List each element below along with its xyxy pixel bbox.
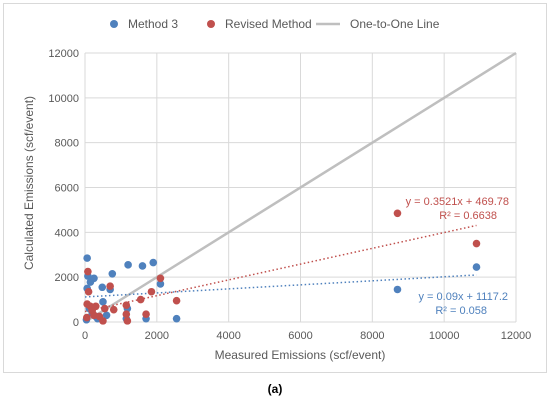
- method3-point: [83, 254, 91, 262]
- revised-method-point: [99, 317, 107, 325]
- revised-method-point: [136, 295, 145, 304]
- revised-method-point: [156, 274, 165, 283]
- x-axis-title: Measured Emissions (scf/event): [215, 348, 386, 362]
- method3-point: [99, 298, 107, 306]
- revised-method-point: [122, 310, 131, 318]
- method3-point: [108, 270, 117, 278]
- x-tick-label: 0: [82, 330, 88, 342]
- y-tick-label: 10000: [48, 93, 79, 105]
- revised-method-point: [106, 282, 114, 290]
- figure-caption: (a): [267, 382, 283, 396]
- revised-method-point: [123, 317, 132, 325]
- revised-method-point: [109, 305, 118, 314]
- data-points: [82, 209, 481, 325]
- method3-point: [149, 258, 158, 267]
- legend-method3-label: Method 3: [128, 17, 178, 31]
- y-tick-label: 8000: [55, 138, 79, 150]
- y-tick-label: 6000: [55, 183, 79, 195]
- revised-trend-r2: R² = 0.6638: [439, 210, 497, 222]
- legend: Method 3 Revised Method One-to-One Line: [110, 17, 440, 31]
- revised-method-point: [172, 296, 181, 305]
- method3-point: [156, 280, 165, 288]
- x-tick-label: 12000: [501, 330, 532, 342]
- revised-method-point: [82, 313, 91, 322]
- method3-point: [102, 311, 111, 320]
- tick-labels: 0 2000 4000 6000 8000 10000 12000 0 2000 4000 6000…: [48, 48, 531, 342]
- method3-point: [124, 261, 132, 269]
- legend-revised-method-swatch: [207, 20, 215, 28]
- revised-method-point: [84, 287, 93, 296]
- revised-method-point: [393, 209, 402, 218]
- y-tick-label: 0: [73, 317, 79, 329]
- legend-method3-swatch: [110, 20, 118, 28]
- method3-point: [472, 263, 481, 271]
- chart-frame: 0 2000 4000 6000 8000 10000 12000 0 2000 4000 6000…: [3, 3, 547, 373]
- y-tick-label: 12000: [48, 48, 79, 60]
- y-tick-label: 4000: [55, 227, 79, 239]
- revised-method-point: [472, 239, 481, 248]
- revised-method-point: [142, 310, 150, 318]
- method3-point: [98, 283, 107, 292]
- revised-method-point: [91, 302, 100, 311]
- y-tick-label: 2000: [55, 272, 79, 284]
- legend-revised-method-label: Revised Method: [225, 17, 312, 31]
- revised-trend-equation: y = 0.3521x + 469.78: [406, 196, 509, 208]
- revised-method-point: [100, 304, 109, 313]
- legend-one-to-one-label: One-to-One Line: [350, 17, 440, 31]
- emissions-scatter-chart: 0 2000 4000 6000 8000 10000 12000 0 2000 4000 6000…: [22, 17, 531, 362]
- x-tick-label: 8000: [360, 330, 384, 342]
- revised-method-point: [122, 301, 131, 309]
- revised-method-trendline: [84, 224, 477, 313]
- method3-point: [90, 274, 98, 283]
- x-tick-label: 4000: [216, 330, 240, 342]
- method3-trend-r2: R² = 0.058: [435, 305, 487, 317]
- x-tick-label: 2000: [145, 330, 169, 342]
- x-tick-label: 6000: [288, 330, 312, 342]
- method3-point: [393, 285, 402, 294]
- method3-point: [138, 262, 147, 270]
- revised-method-point: [147, 287, 156, 296]
- method3-point: [172, 314, 181, 323]
- y-axis-title: Calculated Emissions (scf/event): [22, 96, 36, 270]
- x-tick-label: 10000: [429, 330, 460, 342]
- method3-trend-equation: y = 0.09x + 1117.2: [419, 291, 509, 303]
- revised-method-point: [84, 267, 92, 276]
